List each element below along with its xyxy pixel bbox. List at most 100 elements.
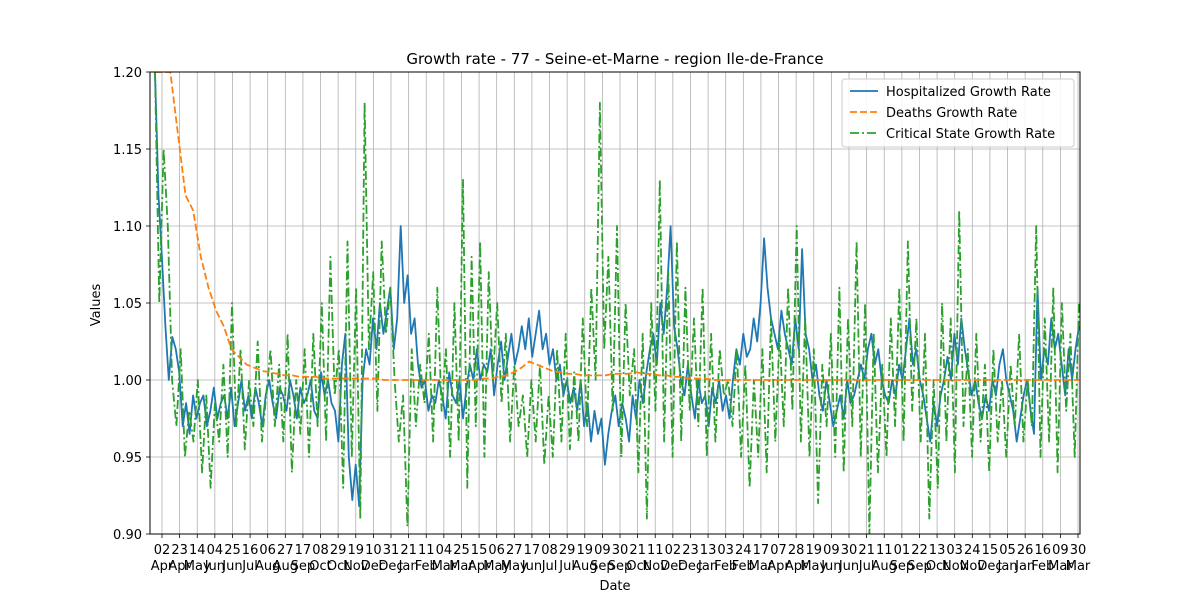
x-tick-label-day: 27 — [506, 543, 523, 558]
x-tick-label-month: Jan — [398, 559, 419, 574]
x-tick-label-month: Feb — [415, 559, 438, 574]
x-tick-label-month: Aug — [255, 559, 280, 574]
x-tick-label-day: 29 — [559, 543, 576, 558]
x-tick-label-day: 11 — [876, 543, 893, 558]
x-tick-label-month: Jan — [697, 559, 718, 574]
y-tick-label: 0.90 — [113, 528, 142, 543]
x-tick-label-month: Jun — [521, 559, 542, 574]
x-tick-label-month: Aug — [273, 559, 298, 574]
x-tick-label-day: 30 — [841, 543, 858, 558]
x-tick-label-month: Dec — [660, 559, 685, 574]
x-tick-label-day: 23 — [171, 543, 188, 558]
x-tick-label-day: 04 — [207, 543, 224, 558]
x-tick-label-day: 25 — [224, 543, 241, 558]
x-tick-label-day: 11 — [418, 543, 435, 558]
plot-frame — [149, 71, 1081, 535]
x-tick-label-month: Dec — [361, 559, 386, 574]
x-tick-label-day: 13 — [700, 543, 717, 558]
x-tick-label-month: May — [501, 559, 528, 574]
x-tick-label-day: 05 — [999, 543, 1016, 558]
x-tick-label-day: 28 — [788, 543, 805, 558]
legend-box — [841, 78, 1075, 148]
legend-label: Hospitalized Growth Rate — [886, 85, 1051, 100]
x-tick-label-day: 30 — [1070, 543, 1087, 558]
x-tick-label-month: Sep — [608, 559, 633, 574]
x-tick-label-day: 19 — [805, 543, 822, 558]
x-tick-label-month: Dec — [977, 559, 1002, 574]
x-tick-label-month: Sep — [890, 559, 915, 574]
x-tick-label-month: Nov — [343, 559, 369, 574]
x-tick-label-month: Sep — [291, 559, 316, 574]
y-tick-label: 1.10 — [113, 220, 142, 235]
x-tick-label-day: 03 — [946, 543, 963, 558]
x-tick-label-day: 06 — [259, 543, 276, 558]
x-tick-label-day: 24 — [964, 543, 981, 558]
x-tick-label-day: 08 — [541, 543, 558, 558]
x-tick-label-month: Aug — [572, 559, 597, 574]
series-lines — [154, 72, 1080, 534]
x-tick-label-month: Sep — [907, 559, 932, 574]
x-tick-label-day: 17 — [524, 543, 541, 558]
x-tick-label-day: 15 — [471, 543, 488, 558]
x-tick-label-month: May — [184, 559, 211, 574]
x-tick-label-month: Feb — [714, 559, 737, 574]
x-tick-label-day: 16 — [242, 543, 259, 558]
x-tick-label-month: Jun — [838, 559, 859, 574]
x-tick-label-month: Jul — [241, 559, 258, 574]
x-tick-label-month: Jun — [204, 559, 225, 574]
x-tick-label-day: 17 — [753, 543, 770, 558]
series-line-0 — [154, 72, 1080, 508]
x-tick-label-month: May — [483, 559, 510, 574]
legend-label: Deaths Growth Rate — [886, 106, 1017, 121]
x-tick-label-month: Mar — [449, 559, 474, 574]
x-tick-label-month: Mar — [749, 559, 774, 574]
x-tick-label-day: 16 — [1034, 543, 1051, 558]
x-tick-label-day: 07 — [770, 543, 787, 558]
x-tick-label-day: 13 — [929, 543, 946, 558]
x-tick-label-month: Nov — [942, 559, 968, 574]
grid-lines — [150, 71, 1080, 535]
x-tick-label-month: Mar — [1048, 559, 1073, 574]
x-tick-label-day: 26 — [1017, 543, 1034, 558]
x-tick-label-month: Nov — [960, 559, 986, 574]
x-tick-label-day: 14 — [189, 543, 206, 558]
x-tick-label-month: Oct — [327, 559, 349, 574]
x-tick-label-month: Mar — [1066, 559, 1091, 574]
x-tick-label-month: Oct — [626, 559, 648, 574]
chart-title: Growth rate - 77 - Seine-et-Marne - regi… — [406, 50, 823, 68]
x-tick-label-month: Apr — [151, 559, 174, 574]
x-tick-label-month: Feb — [732, 559, 755, 574]
x-tick-label-day: 01 — [894, 543, 911, 558]
x-tick-label-day: 02 — [154, 543, 171, 558]
x-tick-label-day: 19 — [576, 543, 593, 558]
series-line-2 — [154, 72, 1080, 534]
x-tick-label-month: Sep — [590, 559, 615, 574]
x-tick-label-day: 29 — [330, 543, 347, 558]
x-axis-label: Date — [599, 579, 630, 594]
x-tick-label-day: 09 — [823, 543, 840, 558]
x-tick-label-day: 31 — [383, 543, 400, 558]
x-tick-label-day: 09 — [1052, 543, 1069, 558]
axes: 02Apr23Apr14May04Jun25Jun16Jul06Aug27Aug… — [113, 66, 1091, 574]
y-tick-label: 1.05 — [113, 297, 142, 312]
y-tick-label: 0.95 — [113, 451, 142, 466]
x-tick-label-month: Aug — [872, 559, 897, 574]
x-tick-label-month: Apr — [468, 559, 491, 574]
x-tick-label-month: Jan — [1014, 559, 1035, 574]
x-tick-label-day: 21 — [400, 543, 417, 558]
legend: Hospitalized Growth Rate Deaths Growth Ra… — [841, 78, 1075, 148]
x-tick-label-month: Dec — [378, 559, 403, 574]
x-tick-label-month: Mar — [432, 559, 457, 574]
x-tick-label-month: Jul — [858, 559, 875, 574]
x-tick-label-day: 21 — [858, 543, 875, 558]
x-tick-label-day: 10 — [365, 543, 382, 558]
x-tick-label-day: 19 — [347, 543, 364, 558]
y-tick-label: 1.20 — [113, 66, 142, 81]
x-tick-label-month: Jan — [997, 559, 1018, 574]
x-tick-label-day: 27 — [277, 543, 294, 558]
x-tick-label-month: May — [800, 559, 827, 574]
x-tick-label-day: 11 — [647, 543, 664, 558]
series-line-1 — [155, 72, 1079, 381]
